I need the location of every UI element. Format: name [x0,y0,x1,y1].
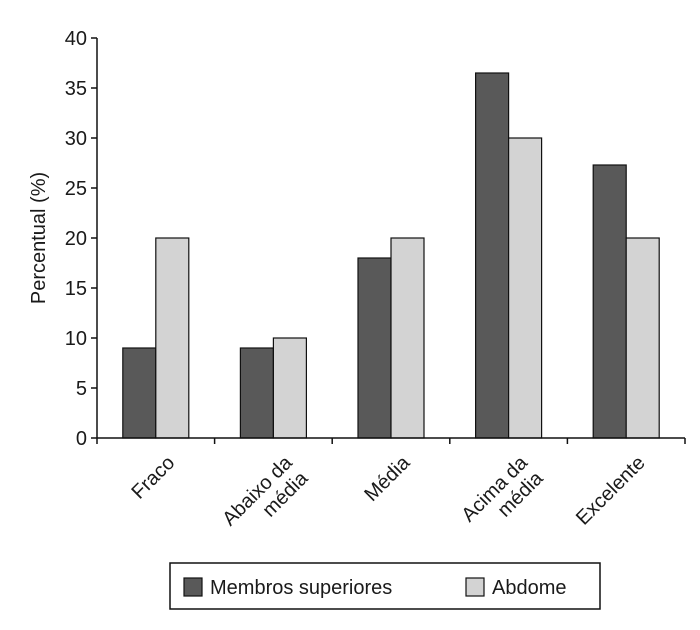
bar-series-1-cat-2 [239,347,274,439]
bar-series-2-cat-1 [155,237,190,439]
legend-swatch-1 [183,577,203,597]
legend-label-1: Membros superiores [210,577,392,599]
bar-series-2-cat-5 [625,237,660,439]
bar-series-1-cat-4 [475,72,510,439]
plot-area [122,72,660,439]
y-tick-label: 30 [65,128,87,150]
y-tick-label: 15 [65,278,87,300]
bar-series-2-cat-2 [272,337,307,439]
y-tick-label: 35 [65,78,87,100]
y-tick-label: 25 [65,178,87,200]
y-tick-label: 0 [76,428,87,450]
bar-series-1-cat-3 [357,257,392,439]
y-tick-label: 10 [65,328,87,350]
x-tick-label-line: Fraco [128,452,180,504]
y-tick-label: 20 [65,228,87,250]
x-tick-label: Abaixo damédia [218,451,313,546]
x-tick-label: Acima damédia [458,451,549,542]
bar-series-2-cat-3 [390,237,425,439]
legend-swatch-2 [465,577,485,597]
y-axis-label: Percentual (%) [28,172,50,304]
legend-label-2: Abdome [492,577,567,599]
bar-series-1-cat-5 [592,164,627,439]
x-tick-label: Excelente [572,452,650,530]
y-tick-label: 40 [65,28,87,50]
x-tick-label-line: Excelente [572,452,650,530]
y-tick-label: 5 [76,378,87,400]
bar-series-1-cat-1 [122,347,157,439]
legend-box [169,562,601,610]
legend: Membros superiores Abdome [169,562,601,610]
bar-series-2-cat-4 [508,137,543,439]
x-tick-label: Média [360,451,415,506]
x-tick-label: Fraco [128,452,180,504]
x-tick-label-line: Média [360,451,415,506]
